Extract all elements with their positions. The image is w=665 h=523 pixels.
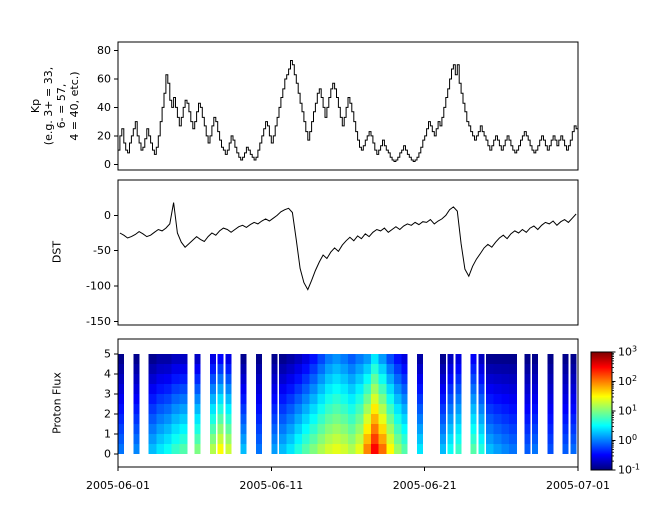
dst-series — [119, 202, 577, 291]
kp-y-tick-label: 20 — [97, 129, 111, 142]
proton-flux-y-tick-label: 2 — [104, 408, 111, 421]
kp-axes: 0 20 40 60 80 — [97, 41, 579, 171]
colorbar-tick-label: 102 — [618, 374, 637, 388]
x-tick-label: 2005-06-21 — [393, 479, 457, 492]
proton-flux-y-axis-label: Proton Flux — [50, 372, 64, 434]
colorbar-tick-label: 10-1 — [618, 463, 640, 477]
kp-series — [118, 60, 578, 162]
dst-y-axis-label: DST — [50, 240, 64, 264]
x-tick-label: 2005-06-01 — [86, 479, 150, 492]
dst-axes: 0 -50 -100 -150 — [86, 179, 579, 328]
kp-y-tick-label: 40 — [97, 101, 111, 114]
colorbar-tick-label: 101 — [618, 404, 637, 418]
colorbar-tick-label: 103 — [618, 345, 637, 359]
kp-y-tick-label: 80 — [97, 44, 111, 57]
proton-heatmap — [118, 354, 577, 455]
proton-flux-y-tick-label: 5 — [104, 348, 111, 361]
dst-y-tick-label: -50 — [93, 244, 111, 257]
colorbar: 103 102 101 100 10-1 — [590, 345, 640, 477]
proton-flux-y-tick-label: 1 — [104, 428, 111, 441]
proton-flux-axes: 0 1 2 3 4 5 — [104, 338, 579, 468]
x-tick-label: 2005-07-01 — [546, 479, 610, 492]
kp-y-tick-label: 0 — [104, 158, 111, 171]
colorbar-tick-label: 100 — [618, 433, 637, 447]
dst-y-tick-label: -150 — [86, 315, 111, 328]
kp-y-axis-label: Kp (e.g. 3+ = 33, 6- = 57, 4 = 40, etc.) — [29, 66, 81, 146]
x-tick-label: 2005-06-11 — [239, 479, 303, 492]
proton-flux-y-tick-label: 0 — [104, 448, 111, 461]
dst-y-tick-label: -100 — [86, 280, 111, 293]
kp-y-tick-label: 60 — [97, 72, 111, 85]
proton-flux-y-tick-label: 3 — [104, 388, 111, 401]
proton-flux-y-tick-label: 4 — [104, 368, 111, 381]
x-axis: 2005-06-01 2005-06-11 2005-06-21 2005-07-01 — [86, 467, 610, 492]
dst-y-tick-label: 0 — [104, 209, 111, 222]
